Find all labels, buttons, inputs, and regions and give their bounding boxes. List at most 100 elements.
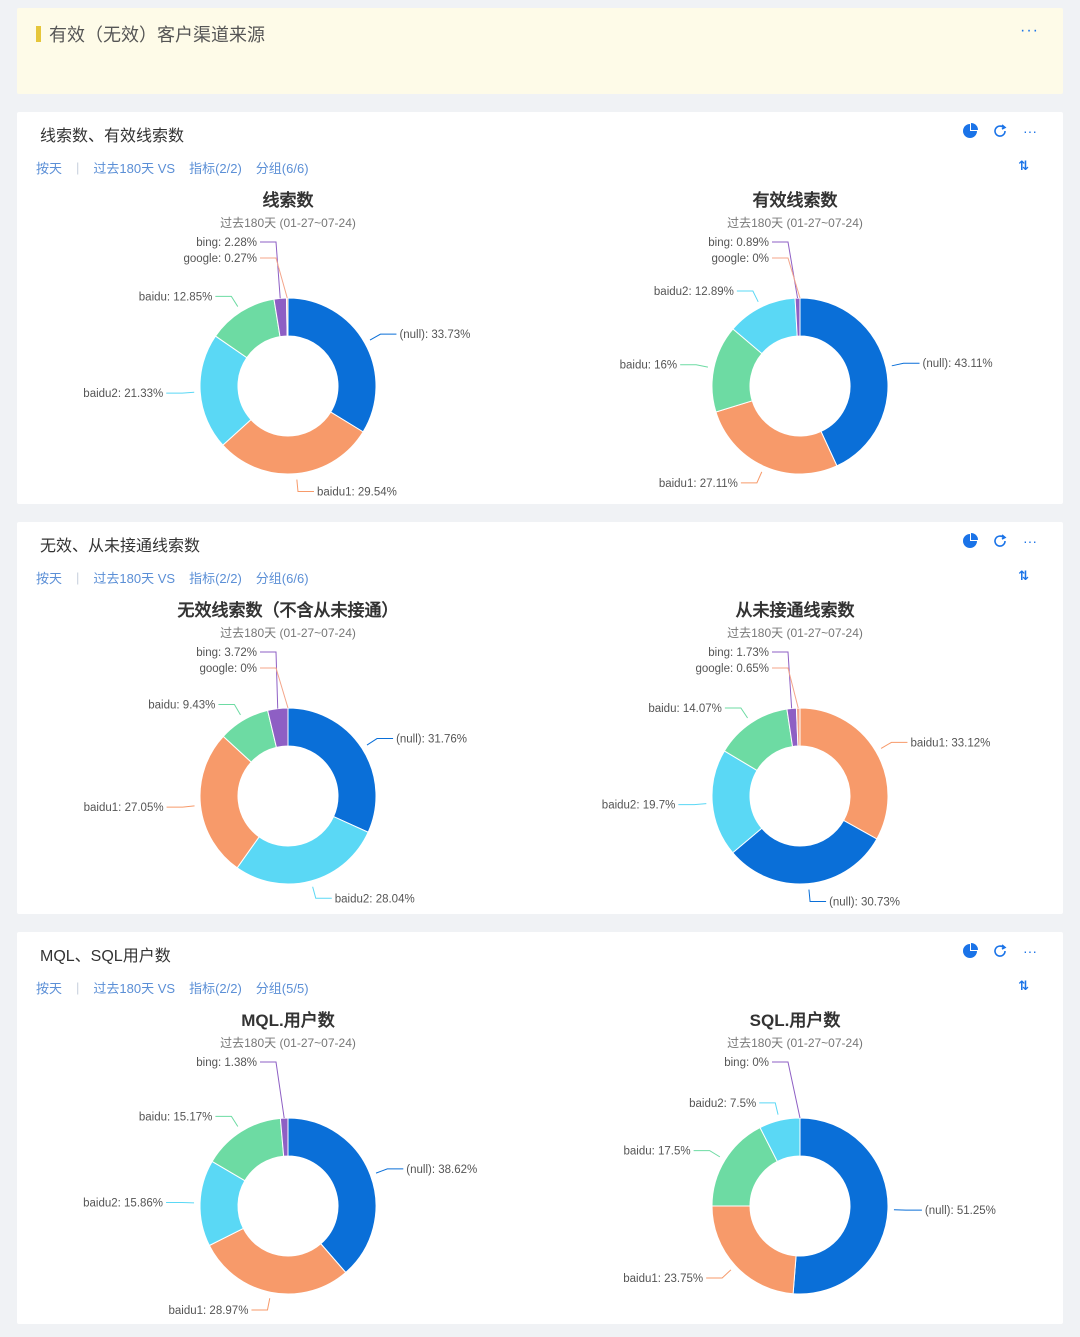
filter-item[interactable]: 过去180天 VS — [93, 981, 176, 996]
filter-item[interactable]: 分组(6/6) — [255, 571, 309, 586]
filter-item[interactable]: 指标(2/2) — [189, 981, 242, 996]
slice-label: bing: 3.72% — [196, 647, 257, 659]
chart-title: MQL.用户数 — [241, 1011, 335, 1030]
chart-subtitle: 过去180天 (01-27~07-24) — [220, 626, 356, 640]
label-leader — [166, 391, 195, 394]
filter-separator: | — [76, 570, 80, 585]
slice-label: baidu2: 12.89% — [654, 286, 734, 298]
slice-label: baidu: 9.43% — [148, 700, 215, 712]
pie-slice-baidu1 — [715, 400, 838, 475]
slice-label: (null): 43.11% — [923, 358, 993, 370]
pie-slice-bing — [794, 297, 801, 337]
label-leader — [260, 257, 288, 299]
filter-item[interactable]: 过去180天 VS — [93, 161, 176, 176]
donut-svg: (null): 31.76% baidu2: 28.04% baidu1: 27.0… — [84, 647, 467, 905]
label-leader — [218, 704, 241, 716]
slice-label: baidu2: 19.7% — [602, 800, 676, 812]
slice-label: baidu1: 27.11% — [659, 478, 738, 490]
chart-subtitle: 过去180天 (01-27~07-24) — [220, 216, 356, 230]
more-icon[interactable]: ··· — [1023, 533, 1037, 549]
chart-subtitle: 过去180天 (01-27~07-24) — [727, 626, 863, 640]
label-leader — [772, 667, 799, 709]
filter-item[interactable]: 指标(2/2) — [189, 161, 242, 176]
label-leader — [772, 651, 793, 709]
section-header: 有效（无效）客户渠道来源 ··· — [17, 8, 1063, 94]
pie-chart-icon[interactable] — [961, 942, 979, 960]
card-title: MQL、SQL用户数 — [40, 948, 171, 965]
refresh-icon[interactable] — [991, 122, 1009, 140]
donut-chart: MQL.用户数过去180天 (01-27~07-24) (null): 38.62… — [38, 1002, 538, 1322]
sort-icon[interactable]: ⇅ — [1018, 568, 1029, 583]
label-leader — [724, 707, 748, 719]
pie-slice-baidu2 — [236, 815, 369, 885]
donut-svg: baidu1: 33.12% (null): 30.73% baidu2: 19.7… — [602, 647, 991, 909]
label-leader — [260, 667, 289, 709]
filter-item[interactable]: 指标(2/2) — [189, 571, 242, 586]
refresh-icon[interactable] — [991, 532, 1009, 550]
chart-title: 从未接通线索数 — [735, 601, 855, 620]
pie-slice-google — [285, 297, 289, 337]
filter-item[interactable]: 分组(6/6) — [255, 161, 309, 176]
pie-slice-(null) — [287, 297, 377, 433]
slice-label: baidu1: 29.54% — [317, 487, 397, 499]
more-icon[interactable]: ··· — [1023, 943, 1037, 959]
section-title: 有效（无效）客户渠道来源 — [49, 25, 265, 45]
pie-slice-bing — [279, 1117, 289, 1157]
label-leader — [678, 803, 707, 806]
slice-label: bing: 1.38% — [196, 1057, 257, 1069]
section-accent-bar — [36, 26, 41, 42]
label-leader — [215, 1115, 239, 1127]
more-icon[interactable]: ··· — [1023, 123, 1037, 139]
filter-item[interactable]: 按天 — [36, 161, 63, 176]
donut-svg: (null): 38.62% baidu1: 28.97% baidu2: 15.8… — [83, 1057, 477, 1317]
filter-separator: | — [76, 980, 80, 995]
slice-label: baidu: 12.85% — [139, 291, 213, 303]
filter-item[interactable]: 按天 — [36, 571, 63, 586]
card-toolbar: ··· — [961, 532, 1039, 550]
slice-label: bing: 1.73% — [708, 647, 769, 659]
chart-subtitle: 过去180天 (01-27~07-24) — [727, 1036, 863, 1050]
slice-label: baidu: 14.07% — [648, 703, 722, 715]
label-leader — [706, 1269, 732, 1279]
slice-label: baidu1: 28.97% — [169, 1305, 249, 1317]
slice-label: bing: 2.28% — [196, 237, 257, 249]
slice-label: google: 0% — [711, 253, 769, 265]
sort-icon[interactable]: ⇅ — [1018, 978, 1029, 993]
filter-item[interactable]: 按天 — [36, 981, 63, 996]
refresh-icon[interactable] — [991, 942, 1009, 960]
label-leader — [375, 1168, 404, 1174]
more-icon[interactable]: ··· — [1020, 22, 1039, 39]
sort-icon[interactable]: ⇅ — [1018, 158, 1029, 173]
donut-svg: (null): 33.73% baidu1: 29.54% baidu2: 21.3… — [83, 237, 470, 499]
chart-title: 有效线索数 — [752, 191, 838, 210]
donut-chart: 有效线索数 过去180天 (01-27~07-24) (null): 43.11% b… — [545, 182, 1045, 502]
slice-label: google: 0.65% — [695, 663, 769, 675]
label-leader — [736, 290, 759, 303]
chart-card: 线索数、有效线索数 ··· 按天 | 过去180天 VS 指标(2/2) 分组(6/6) ⇅ 线… — [17, 112, 1063, 504]
slice-label: baidu: 15.17% — [139, 1111, 213, 1123]
card-title: 无效、从未接通线索数 — [40, 538, 201, 555]
label-leader — [369, 333, 397, 341]
pie-chart-icon[interactable] — [961, 122, 979, 140]
label-leader — [680, 364, 709, 368]
chart-subtitle: 过去180天 (01-27~07-24) — [220, 1036, 356, 1050]
pie-slice-(null) — [287, 1117, 377, 1274]
donut-svg: (null): 51.25% baidu1: 23.75% baidu: 17.5%… — [623, 1057, 996, 1295]
slice-label: (null): 31.76% — [396, 734, 467, 746]
label-leader — [772, 241, 799, 299]
donut-svg: (null): 43.11% baidu1: 27.11% baidu: 16% ba… — [620, 237, 993, 490]
chart-card: 无效、从未接通线索数 ··· 按天 | 过去180天 VS 指标(2/2) 分组(6/6) ⇅… — [17, 522, 1063, 914]
filter-item[interactable]: 分组(5/5) — [255, 981, 309, 996]
slice-label: google: 0% — [199, 663, 257, 675]
filter-item[interactable]: 过去180天 VS — [93, 571, 176, 586]
pie-chart-icon[interactable] — [961, 532, 979, 550]
label-leader — [260, 651, 279, 709]
slice-label: google: 0.27% — [183, 253, 257, 265]
label-leader — [772, 1061, 801, 1119]
label-leader — [759, 1102, 779, 1115]
label-leader — [808, 889, 827, 903]
label-leader — [251, 1298, 271, 1311]
pie-slice-baidu1 — [711, 1205, 797, 1295]
label-leader — [693, 1150, 721, 1158]
chart-title: 无效线索数（不含从未接通） — [177, 601, 399, 620]
